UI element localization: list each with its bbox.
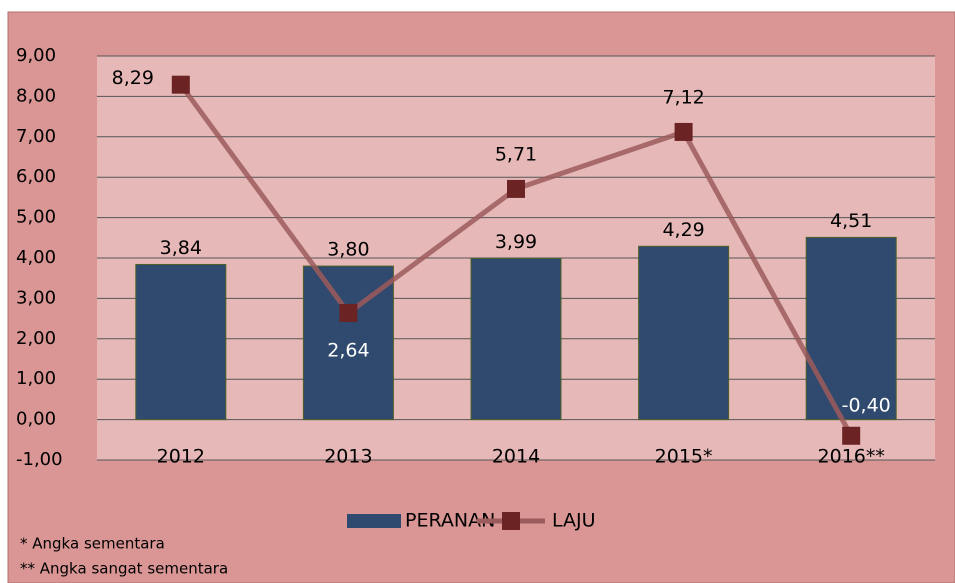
bar xyxy=(805,236,897,421)
y-tick-label: 3,00 xyxy=(16,287,56,308)
legend-marker xyxy=(502,512,520,530)
line-value-label: -0,40 xyxy=(842,394,891,416)
bar-value-label: 4,51 xyxy=(830,210,872,232)
line-marker xyxy=(171,75,190,94)
legend-label: PERANAN xyxy=(405,510,495,532)
line-value-label: 8,29 xyxy=(112,67,154,89)
bar xyxy=(135,263,227,421)
line-marker xyxy=(339,303,358,322)
y-tick-label: 8,00 xyxy=(16,85,56,106)
line-value-label: 7,12 xyxy=(662,86,704,108)
footnote: * Angka sementara xyxy=(20,535,165,553)
bar-value-label: 3,84 xyxy=(160,237,202,259)
x-tick-label: 2016** xyxy=(818,446,885,468)
x-tick-label: 2014 xyxy=(492,446,540,468)
y-tick-label: 1,00 xyxy=(16,368,56,389)
legend-label: LAJU xyxy=(552,510,596,532)
y-tick-label: -1,00 xyxy=(16,449,63,470)
y-tick-label: 6,00 xyxy=(16,166,56,187)
bar-value-label: 3,99 xyxy=(495,231,537,253)
y-tick-label: 0,00 xyxy=(16,409,56,430)
x-tick-label: 2012 xyxy=(157,446,205,468)
footnote: ** Angka sangat sementara xyxy=(20,560,228,578)
y-tick-label: 2,00 xyxy=(16,328,56,349)
line-marker xyxy=(674,122,693,141)
x-tick-label: 2015* xyxy=(655,446,713,468)
legend-swatch xyxy=(347,514,401,528)
y-tick-label: 9,00 xyxy=(16,45,56,66)
y-tick-label: 5,00 xyxy=(16,207,56,228)
bar xyxy=(470,257,562,421)
bar xyxy=(638,245,730,421)
y-tick-label: 7,00 xyxy=(16,126,56,147)
line-value-label: 2,64 xyxy=(327,339,369,361)
line-value-label: 5,71 xyxy=(495,143,537,165)
line-marker xyxy=(507,179,525,198)
x-tick-label: 2013 xyxy=(324,446,372,468)
y-tick-label: 4,00 xyxy=(16,247,56,268)
line-marker xyxy=(842,426,861,445)
bar-value-label: 3,80 xyxy=(327,239,369,261)
bar-value-label: 4,29 xyxy=(662,219,704,241)
